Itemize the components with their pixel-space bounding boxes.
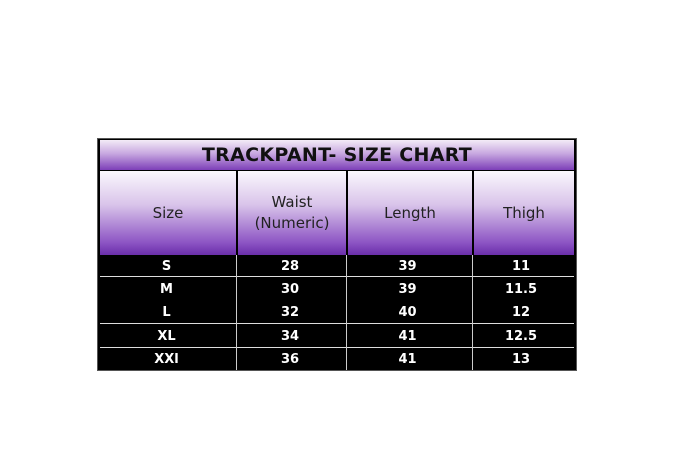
row-divider	[100, 323, 574, 324]
header-row: Size Waist (Numeric) Length Thigh	[100, 171, 574, 255]
table-title: TRACKPANT- SIZE CHART	[100, 140, 574, 170]
column-divider	[472, 255, 473, 370]
header-thigh: Thigh	[474, 171, 574, 255]
table-cell: 32	[280, 305, 300, 320]
column-divider	[236, 255, 237, 370]
table-cell: 28	[280, 258, 300, 274]
table-cell: 41	[398, 351, 417, 367]
table-cell: 41	[398, 328, 417, 344]
table-cell: 30	[280, 281, 300, 297]
table-row: XL 34 41 12.5	[98, 324, 576, 348]
table-cell: L	[162, 305, 171, 320]
table-cell: 13	[511, 351, 531, 367]
table-row: S 28 39 11	[98, 255, 576, 277]
table-cell: XXl	[154, 351, 179, 367]
table-cell: 12	[511, 305, 531, 320]
header-length: Length	[348, 171, 472, 255]
table-row: L 32 40 12	[98, 301, 576, 324]
header-waist: Waist (Numeric)	[238, 171, 346, 255]
table-cell: 40	[398, 305, 417, 320]
table-cell: 39	[398, 281, 417, 297]
header-size: Size	[100, 171, 236, 255]
table-cell: XL	[157, 328, 176, 344]
table-cell: M	[160, 281, 173, 297]
table-cell: 11.5	[504, 281, 538, 297]
table-cell: 11	[511, 258, 531, 274]
column-divider	[346, 255, 347, 370]
table-cell: 12.5	[504, 328, 538, 344]
table-row: M 30 39 11.5	[98, 277, 576, 301]
row-divider	[100, 276, 574, 277]
table-cell: 34	[280, 328, 300, 344]
table-cell: S	[161, 258, 172, 274]
table-row: XXl 36 41 13	[98, 348, 576, 370]
size-chart-table: TRACKPANT- SIZE CHART Size Waist (Numeri…	[97, 138, 577, 371]
table-cell: 39	[398, 258, 417, 274]
table-cell: 36	[280, 351, 300, 367]
row-divider	[100, 347, 574, 348]
